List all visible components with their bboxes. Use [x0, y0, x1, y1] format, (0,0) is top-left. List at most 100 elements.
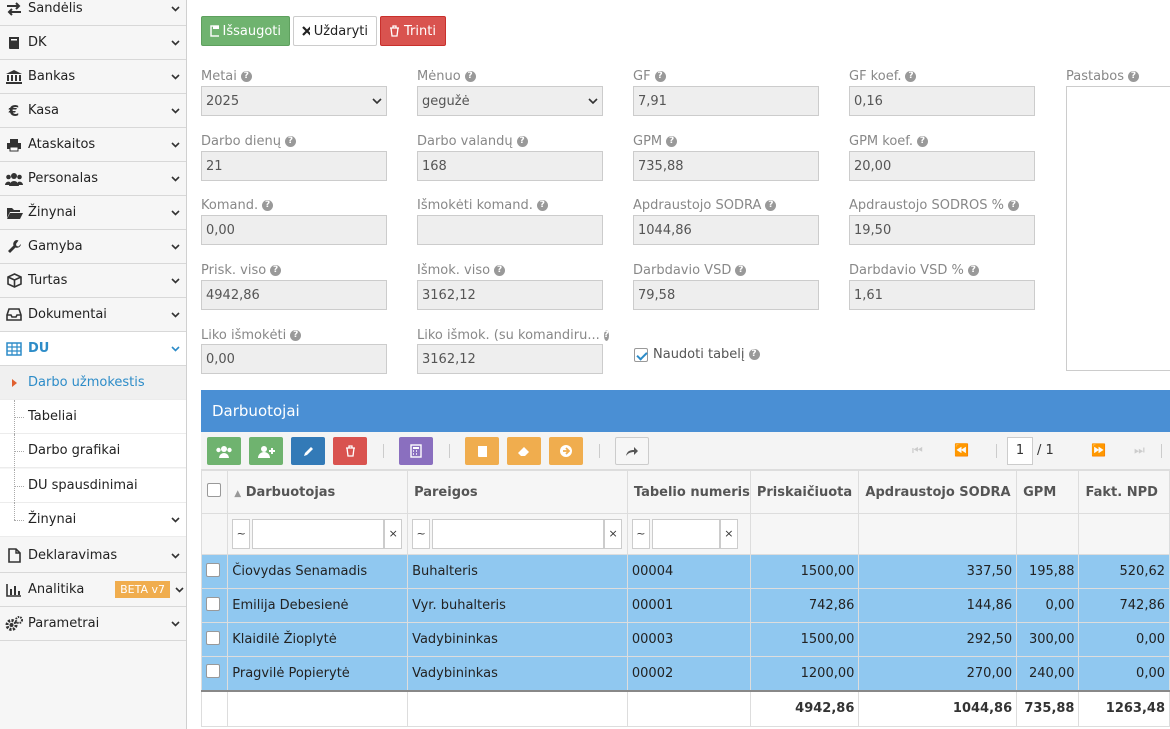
table-row[interactable]: Klaidilė Žioplytė Vadybininkas 00003 150…	[200, 622, 1170, 657]
book-button[interactable]	[465, 437, 499, 465]
sidebar-item-parametrai[interactable]: Parametrai	[0, 607, 186, 641]
sidebar-item-personalas[interactable]: Personalas	[0, 162, 186, 196]
darbo-valandu-field[interactable]: 168	[417, 151, 603, 181]
save-button[interactable]: Išsaugoti	[201, 16, 290, 46]
sidebar-item-kasa[interactable]: € Kasa	[0, 94, 186, 128]
page-input[interactable]: 1	[1007, 437, 1033, 465]
col-header-pareigos[interactable]: Pareigos	[407, 470, 628, 514]
forward-button[interactable]	[549, 437, 583, 465]
prev-page-icon[interactable]: ⏪	[954, 443, 969, 457]
naudoti-tabeli-checkbox[interactable]	[634, 347, 648, 362]
komand-field[interactable]: 0,00	[201, 215, 387, 245]
sidebar-sub-darbo-grafikai[interactable]: Darbo grafikai	[0, 434, 186, 468]
sidebar-item-gamyba[interactable]: Gamyba	[0, 230, 186, 264]
gf-label: GF?	[633, 69, 666, 84]
filter-clear[interactable]: ×	[604, 519, 623, 549]
gpm-field[interactable]: 735,88	[633, 151, 819, 181]
sidebar-sub-darbo-uzmokestis[interactable]: Darbo užmokestis	[0, 366, 186, 400]
sidebar-sub-label: Tabeliai	[28, 409, 77, 424]
sidebar-item-dk[interactable]: DK	[0, 26, 186, 60]
close-icon	[302, 26, 310, 36]
cell-darbuotojas: Klaidilė Žioplytė	[227, 622, 409, 657]
first-page-icon[interactable]: ⏮	[912, 443, 923, 457]
sidebar-item-dokumentai[interactable]: Dokumentai	[0, 298, 186, 332]
cell-priskaiciuota: 1500,00	[749, 554, 860, 589]
gf-koef-field[interactable]: 0,16	[849, 86, 1035, 116]
col-header-gpm[interactable]: GPM	[1016, 470, 1080, 514]
apdraustojo-sodra-field[interactable]: 1044,86	[633, 215, 819, 245]
apdraustojo-sodros-proc-label: Apdraustojo SODROS %?	[849, 198, 1019, 213]
add-user-button[interactable]	[249, 437, 283, 465]
sidebar-item-ataskaitos[interactable]: Ataskaitos	[0, 128, 186, 162]
gf-field[interactable]: 7,91	[633, 86, 819, 116]
filter-op[interactable]: ~	[232, 519, 251, 549]
row-checkbox[interactable]	[206, 630, 220, 645]
ismok-viso-field[interactable]: 3162,12	[417, 280, 603, 310]
apdraustojo-sodros-proc-field[interactable]: 19,50	[849, 215, 1035, 245]
liko-ismok-komand-field[interactable]: 3162,12	[417, 344, 603, 374]
sidebar-item-label: Kasa	[28, 103, 60, 118]
col-header-priskaiciuota[interactable]: Priskaičiuota	[749, 470, 860, 514]
sidebar-sub-zinynai[interactable]: Žinynai	[0, 503, 186, 537]
sidebar-item-analitika[interactable]: Analitika BETA v7	[0, 573, 186, 607]
sidebar-item-sandelis[interactable]: Sandėlis	[0, 0, 186, 26]
eraser-button[interactable]	[507, 437, 541, 465]
save-label: Išsaugoti	[222, 23, 282, 39]
group-users-button[interactable]	[207, 437, 241, 465]
ismoketi-komand-field[interactable]	[417, 215, 603, 245]
col-header-apdraustojo-sodra[interactable]: Apdraustojo SODRA	[858, 470, 1018, 514]
gpm-koef-field[interactable]: 20,00	[849, 151, 1035, 181]
close-button[interactable]: Uždaryti	[293, 16, 377, 46]
delete-button[interactable]: Trinti	[380, 16, 446, 46]
col-header-fakt-npd[interactable]: Fakt. NPD	[1078, 470, 1170, 514]
darbo-dienu-field[interactable]: 21	[201, 151, 387, 181]
sidebar-item-bankas[interactable]: Bankas	[0, 60, 186, 94]
pastabos-textarea[interactable]	[1066, 86, 1170, 371]
col-header-darbuotojas[interactable]: ▲ Darbuotojas	[227, 470, 409, 514]
cell-tabelio: 00002	[626, 656, 751, 691]
filter-clear[interactable]: ×	[719, 519, 738, 549]
col-header-tabelio-numeris[interactable]: Tabelio numeris	[626, 470, 751, 514]
prisk-viso-field[interactable]: 4942,86	[201, 280, 387, 310]
edit-button[interactable]	[291, 437, 325, 465]
calculator-button[interactable]	[399, 437, 433, 465]
sidebar-item-du[interactable]: DU	[0, 332, 186, 366]
last-page-icon[interactable]: ⏭	[1134, 443, 1145, 457]
sidebar-item-turtas[interactable]: Turtas	[0, 264, 186, 298]
filter-op[interactable]: ~	[631, 519, 650, 549]
sidebar-sub-tabeliai[interactable]: Tabeliai	[0, 400, 186, 434]
next-page-icon[interactable]: ⏩	[1091, 443, 1106, 457]
darbdavio-vsd-field[interactable]: 79,58	[633, 280, 819, 310]
sort-icon: ▲	[234, 488, 242, 499]
chevron-down-icon	[164, 243, 186, 250]
filter-tabelio-input[interactable]	[651, 519, 720, 549]
cell-tabelio: 00001	[626, 588, 751, 623]
darbdavio-vsd-proc-field[interactable]: 1,61	[849, 280, 1035, 310]
filter-clear[interactable]: ×	[384, 519, 403, 549]
sidebar-item-zinynai[interactable]: Žinynai	[0, 196, 186, 230]
sidebar-item-deklaravimas[interactable]: Deklaravimas	[0, 539, 186, 573]
menuo-select[interactable]: gegužė	[417, 86, 603, 116]
naudoti-tabeli-checkbox-row[interactable]: Naudoti tabelį ?	[634, 347, 760, 362]
metai-select[interactable]: 2025	[201, 86, 387, 116]
table-row[interactable]: Emilija Debesienė Vyr. buhalteris 00001 …	[200, 588, 1170, 623]
sidebar-sub-du-spausdinimai[interactable]: DU spausdinimai	[0, 469, 186, 503]
row-checkbox[interactable]	[206, 664, 220, 679]
help-icon: ?	[654, 71, 666, 82]
filter-pareigos-input[interactable]	[432, 519, 605, 549]
cell-pareigos: Vyr. buhalteris	[407, 588, 628, 623]
filter-op[interactable]: ~	[412, 519, 431, 549]
table-row[interactable]: Čiovydas Senamadis Buhalteris 00004 1500…	[200, 554, 1170, 589]
row-checkbox[interactable]	[206, 596, 220, 611]
table-row[interactable]: Pragvilė Popierytė Vadybininkas 00002 12…	[200, 656, 1170, 691]
filter-darbuotojas-input[interactable]	[252, 519, 385, 549]
sidebar-sub-label: Žinynai	[28, 512, 77, 527]
row-checkbox[interactable]	[206, 562, 220, 577]
delete-row-button[interactable]	[333, 437, 367, 465]
liko-ismoketi-field[interactable]: 0,00	[201, 344, 387, 374]
cell-pareigos: Vadybininkas	[407, 622, 628, 657]
employees-panel-header: Darbuotojai	[201, 390, 1170, 432]
help-icon: ?	[290, 330, 302, 341]
share-button[interactable]	[615, 437, 649, 465]
select-all-checkbox[interactable]	[207, 483, 221, 497]
